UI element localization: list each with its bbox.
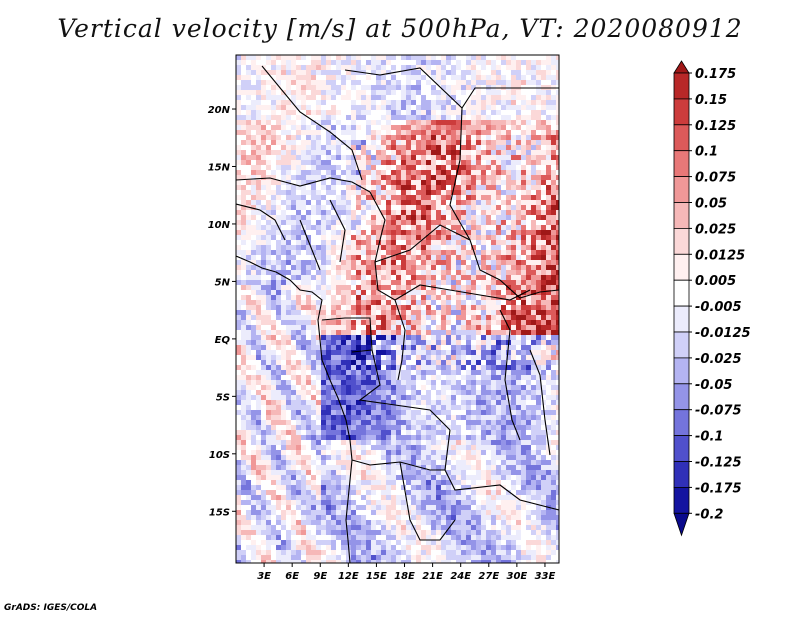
lat-tick-label: 15S (209, 507, 230, 518)
border-line (299, 219, 321, 271)
colorbar-swatch (673, 227, 690, 255)
colorbar-swatch (673, 176, 690, 203)
lon-tick-label: 6E (285, 571, 299, 582)
border-line (374, 224, 471, 263)
colorbar-label: -0.125 (695, 456, 742, 471)
border-line (444, 429, 559, 511)
colorbar-label: -0.175 (695, 481, 742, 496)
colorbar-swatch (673, 461, 690, 488)
lat-tick-label: EQ (215, 335, 231, 346)
border-line (499, 309, 521, 441)
colorbar-label: 0.1 (695, 145, 718, 160)
latitude-axis: 20N 15N 10N 5N EQ 5S 10S 15S (208, 105, 236, 518)
border-line (369, 191, 396, 301)
colorbar-bottom-arrow (673, 512, 690, 537)
border-line (529, 349, 551, 456)
lon-tick-label: 30E (506, 571, 527, 582)
colorbar-swatch (673, 124, 690, 152)
colorbar-swatch (673, 331, 690, 359)
colorbar-swatch (673, 253, 690, 281)
lon-tick-label: 27E (478, 571, 499, 582)
colorbar-label: 0.0125 (695, 248, 745, 263)
border-line (399, 461, 456, 541)
border-line (394, 299, 406, 381)
colorbar-label: 0.15 (695, 93, 727, 108)
colorbar-swatch (673, 72, 690, 100)
colorbar-swatch (673, 486, 690, 514)
lon-tick-label: 18E (394, 571, 415, 582)
colorbar-label: 0.05 (695, 197, 727, 212)
lon-tick-label: 9E (313, 571, 327, 582)
border-line (236, 203, 286, 241)
lon-tick-label: 24E (450, 571, 471, 582)
colorbar-swatch (673, 435, 690, 462)
lon-tick-label: 33E (535, 571, 556, 582)
colorbar-label: -0.1 (695, 430, 723, 445)
plot-frame (235, 54, 560, 564)
chart-title: Vertical velocity [m/s] at 500hPa, VT: 2… (57, 14, 743, 43)
lon-tick-label: 3E (257, 571, 271, 582)
colorbar-swatch (673, 279, 690, 307)
colorbar-label: -0.075 (695, 404, 742, 419)
colorbar-label: 0.125 (695, 119, 736, 134)
colorbar-label: -0.005 (695, 300, 742, 315)
lat-tick-label: 10N (208, 220, 231, 231)
country-borders (236, 65, 559, 563)
border-line (344, 67, 463, 161)
border-line (261, 65, 363, 181)
lon-tick-label: 21E (422, 571, 443, 582)
lat-tick-label: 10S (209, 450, 230, 461)
colorbar-label: 0.025 (695, 222, 736, 237)
coastline (236, 255, 353, 563)
border-line (236, 177, 371, 193)
colorbar-label: 0.175 (695, 67, 736, 82)
colorbar-label: -0.025 (695, 352, 742, 367)
border-line (329, 199, 346, 263)
lat-tick-label: 15N (208, 162, 231, 173)
colorbar-swatch (673, 409, 690, 437)
border-line (394, 284, 531, 301)
colorbar-swatch (673, 98, 690, 126)
colorbar-swatch (673, 383, 690, 411)
colorbar-label: -0.2 (695, 507, 723, 522)
border-line (358, 349, 451, 431)
longitude-axis: 3E 6E 9E 12E 15E 18E 21E 24E 27E 30E 33E (257, 563, 555, 582)
colorbar-label: 0.005 (695, 274, 736, 289)
colorbar: 0.175 0.15 0.125 0.1 0.075 0.05 0.025 0.0125 0.0… (673, 60, 751, 537)
border-line (449, 159, 559, 299)
lat-tick-label: 5N (215, 277, 231, 288)
colorbar-swatch (673, 357, 690, 385)
lat-tick-label: 20N (208, 105, 231, 116)
border-line (461, 87, 559, 109)
colorbar-swatch (673, 150, 690, 177)
lon-tick-label: 15E (366, 571, 387, 582)
colorbar-label: -0.05 (695, 378, 732, 393)
lat-tick-label: 5S (216, 392, 230, 403)
colorbar-swatch (673, 202, 690, 229)
colorbar-label: -0.0125 (695, 326, 751, 341)
border-line (321, 317, 373, 353)
lon-tick-label: 12E (338, 571, 359, 582)
grads-credit: GrADS: IGES/COLA (4, 603, 98, 613)
colorbar-label: 0.075 (695, 171, 736, 186)
colorbar-top-arrow (673, 60, 690, 74)
colorbar-swatch (673, 305, 690, 333)
